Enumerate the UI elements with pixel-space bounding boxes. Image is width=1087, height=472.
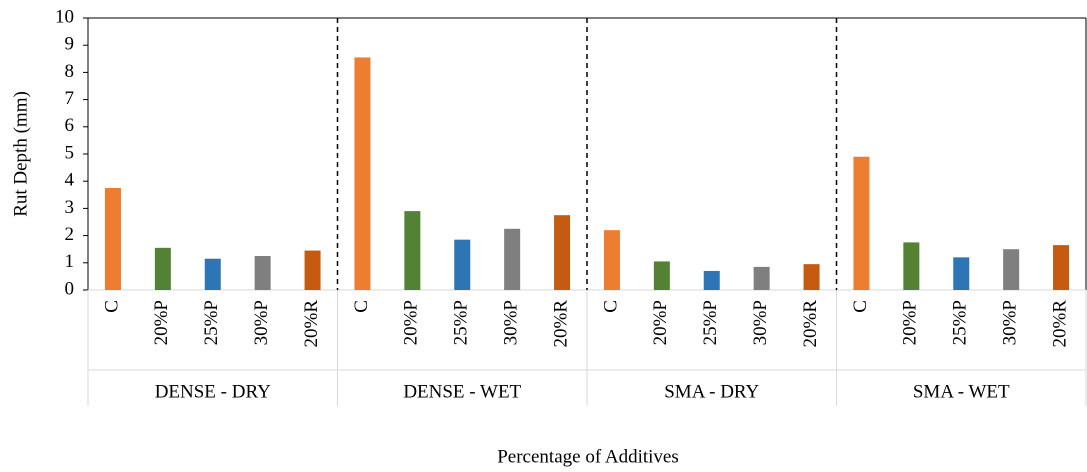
y-tick-label: 5 [65,142,75,163]
x-tick-label: 25%P [950,300,971,345]
x-tick-label: 20%R [550,300,571,348]
y-tick-label: 4 [65,170,75,191]
bar [753,266,770,290]
bar [853,156,870,290]
bar [404,211,421,290]
group-label: DENSE - WET [403,381,521,402]
x-tick-label: C [600,300,621,313]
group-label: SMA - WET [913,381,1010,402]
x-tick-label: C [850,300,871,313]
y-tick-label: 10 [55,6,74,27]
bar [354,57,371,290]
bar [1003,249,1020,290]
x-tick-label: 20%R [800,300,821,348]
x-tick-label: 30%P [251,300,272,345]
bar [454,239,471,290]
bar [304,250,321,290]
bar [154,247,171,290]
y-tick-label: 2 [65,224,75,245]
x-tick-label: 30%P [1000,300,1021,345]
bar [603,230,620,290]
x-tick-label: 30%P [501,300,522,345]
bar [1053,245,1070,290]
x-axis-title: Percentage of Additives [497,446,679,467]
x-tick-label: 20%R [1049,300,1070,348]
y-tick-label: 6 [65,115,75,136]
x-tick-label: 30%P [750,300,771,345]
x-tick-label: 20%P [401,300,422,345]
x-tick-label: 25%P [451,300,472,345]
bar [104,188,121,290]
bar [903,242,920,290]
x-tick-label: 25%P [700,300,721,345]
y-tick-label: 3 [65,197,75,218]
bar [204,258,221,290]
x-tick-label: 20%P [151,300,172,345]
y-tick-label: 9 [65,34,75,55]
x-tick-label: 25%P [201,300,222,345]
bar [554,215,571,290]
y-tick-label: 1 [65,251,75,272]
bar [653,261,670,290]
bar [254,256,271,290]
y-axis-title: Rut Depth (mm) [10,91,31,217]
x-tick-label: 20%R [301,300,322,348]
x-tick-label: 20%P [650,300,671,345]
y-tick-label: 8 [65,61,75,82]
y-tick-label: 7 [65,88,75,109]
bar [504,228,521,290]
group-label: DENSE - DRY [155,381,271,402]
bar [703,270,720,290]
bar [803,264,820,290]
bar [953,257,970,290]
x-tick-label: 20%P [900,300,921,345]
y-tick-label: 0 [65,278,75,299]
x-tick-label: C [351,300,372,313]
x-tick-label: C [101,300,122,313]
group-label: SMA - DRY [664,381,759,402]
